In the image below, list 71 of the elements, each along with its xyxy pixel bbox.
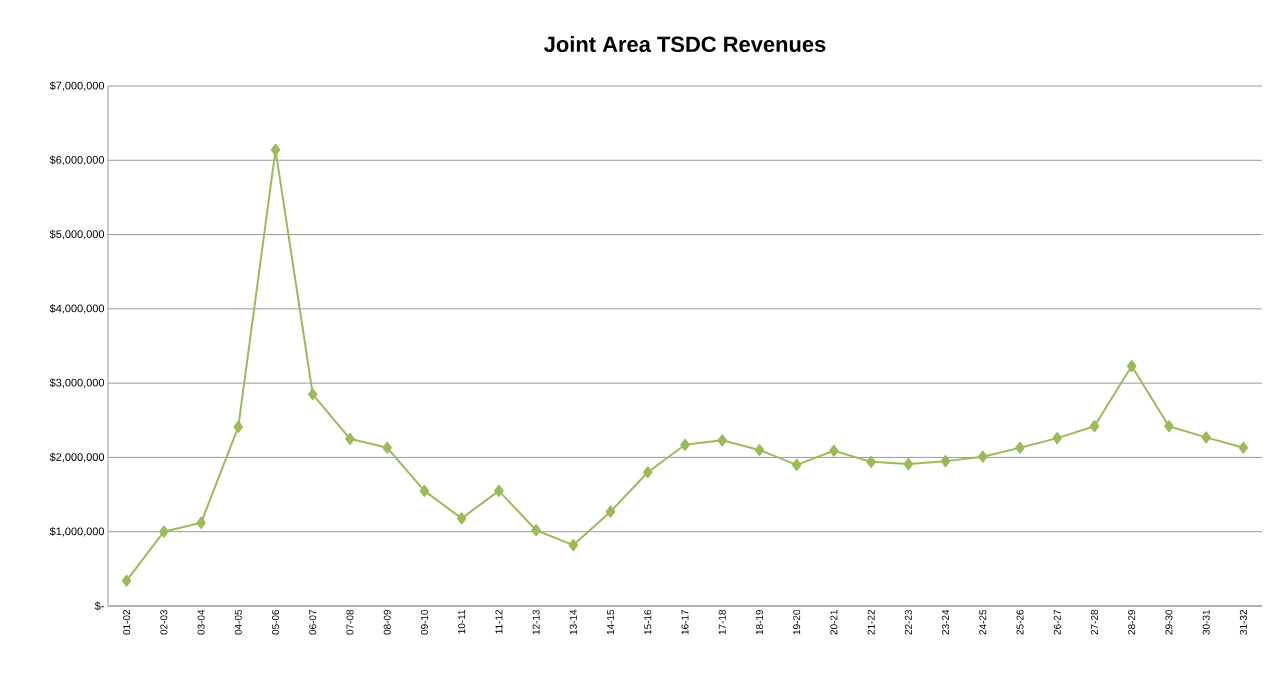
y-tick-label: $7,000,000 [49, 81, 105, 91]
x-tick-label: 08-09 [383, 609, 391, 635]
x-tick-label: 19-20 [793, 609, 801, 635]
point [866, 455, 876, 468]
x-tick-label: 11-12 [495, 610, 503, 634]
y-tick-label: $3,000,000 [49, 378, 105, 388]
point [717, 434, 727, 447]
x-tick-label: 20-21 [830, 609, 838, 635]
x-tick-label: 30-31 [1202, 609, 1210, 635]
point [754, 443, 765, 456]
x-tick-label: 22-23 [904, 609, 912, 635]
x-tick-label: 14-15 [607, 609, 615, 635]
x-tick-label: 26-27 [1053, 610, 1061, 635]
point [978, 450, 988, 463]
y-tick-label: $6,000,000 [49, 155, 105, 166]
x-tick-label: 09-10 [420, 609, 428, 635]
point [270, 143, 281, 156]
point [1126, 360, 1137, 373]
point [1201, 431, 1211, 444]
x-tick-label: 29-30 [1165, 609, 1173, 635]
point [568, 539, 579, 552]
y-tick-label: $- [94, 601, 104, 611]
point [382, 441, 392, 454]
x-tick-label: 31-32 [1239, 610, 1247, 635]
x-tick-label: 03-04 [197, 609, 205, 635]
point [1015, 441, 1025, 454]
x-tick-label: 21-22 [867, 610, 875, 635]
x-tick-label: 23-24 [942, 609, 950, 635]
point [345, 432, 355, 445]
x-tick-label: 01-02 [123, 610, 131, 635]
point [308, 388, 318, 401]
point [791, 458, 802, 471]
x-tick-label: 06-07 [309, 610, 317, 635]
x-tick-label: 16-17 [681, 610, 689, 635]
x-tick-label: 07-08 [346, 609, 354, 635]
point [494, 484, 504, 497]
y-tick-label: $1,000,000 [49, 526, 105, 537]
point [233, 420, 244, 433]
point [605, 505, 616, 518]
x-tick-label: 04-05 [234, 609, 242, 635]
x-tick-label: 05-06 [272, 609, 280, 635]
x-tick-label: 12-13 [532, 609, 540, 635]
point [643, 466, 653, 479]
x-tick-label: 02-03 [160, 609, 168, 635]
x-tick-label: 18-19 [755, 609, 763, 635]
y-tick-label: $4,000,000 [49, 304, 105, 314]
x-tick-label: 17-18 [718, 609, 726, 635]
x-tick-label: 27-28 [1090, 609, 1098, 635]
point [1164, 420, 1174, 433]
y-tick-label: $2,000,000 [49, 452, 105, 463]
x-tick-label: 28-29 [1128, 609, 1136, 635]
point [940, 455, 951, 468]
chart-title: Joint Area TSDC Revenues [544, 35, 826, 53]
point [1052, 432, 1062, 445]
point [680, 438, 690, 451]
point [531, 524, 541, 537]
x-tick-label: 15-16 [644, 609, 652, 635]
point [829, 444, 839, 457]
point [1238, 441, 1249, 454]
point [1089, 420, 1100, 433]
point [419, 484, 430, 497]
point [196, 516, 206, 529]
x-tick-label: 13-14 [569, 609, 577, 635]
y-tick-label: $5,000,000 [49, 229, 105, 240]
point [121, 574, 132, 587]
x-tick-label: 25-26 [1016, 609, 1024, 635]
point [159, 525, 169, 538]
point [903, 458, 914, 471]
x-tick-label: 24-25 [979, 609, 987, 635]
point [456, 512, 467, 525]
x-tick-label: 10-11 [458, 609, 466, 634]
